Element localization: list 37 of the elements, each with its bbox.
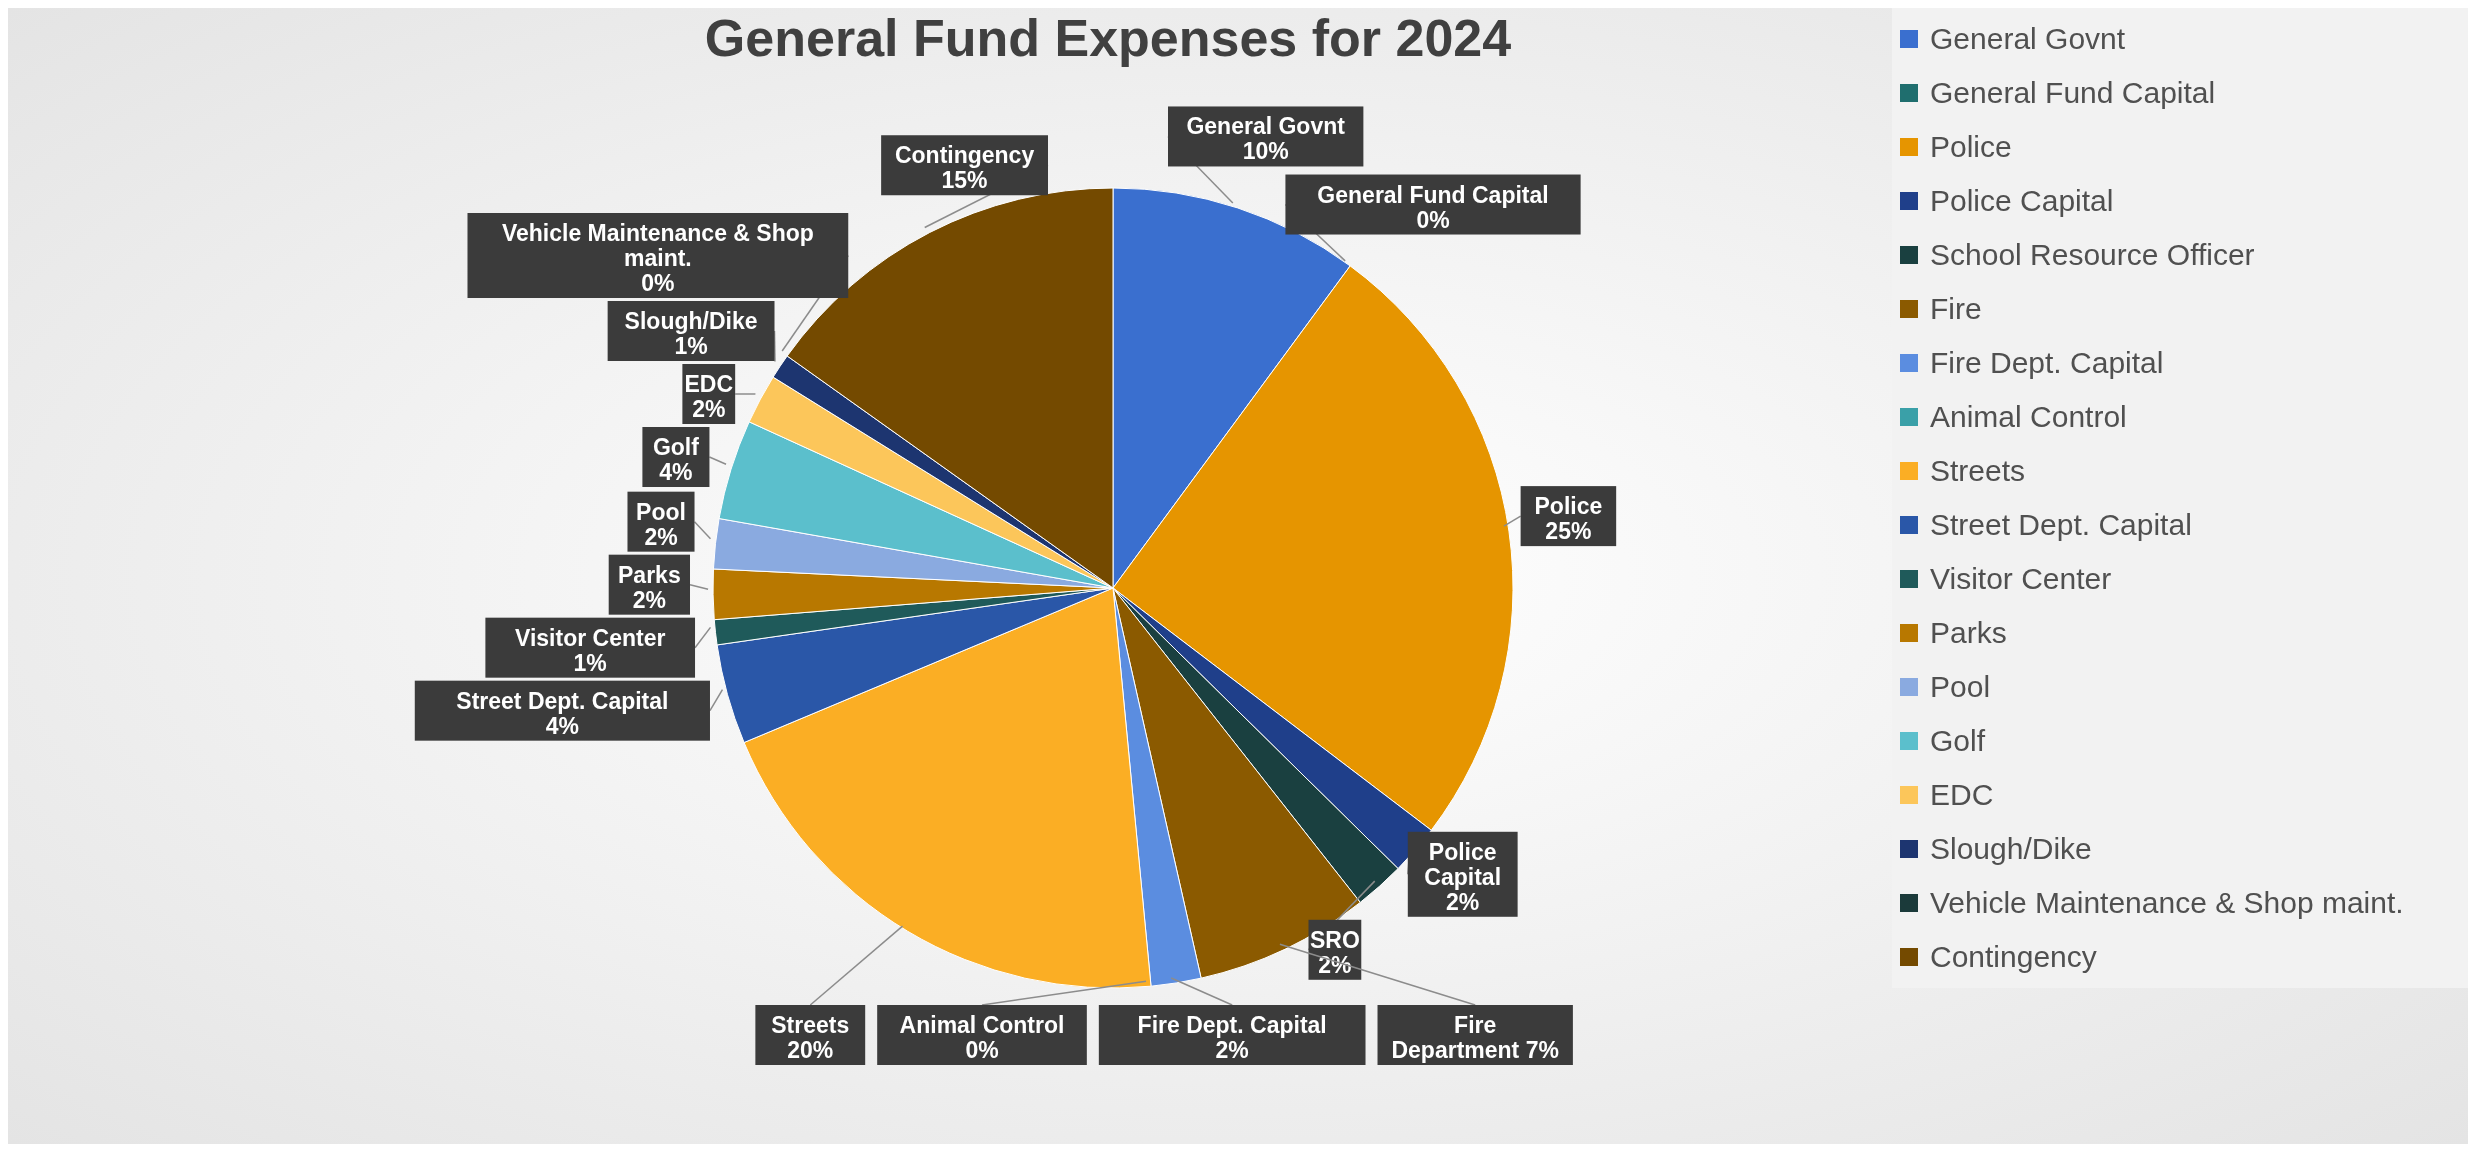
data-label: Police Capital 2% bbox=[1424, 838, 1502, 915]
legend-label: School Resource Officer bbox=[1930, 238, 2255, 272]
data-label: Fire Dept. Capital 2% bbox=[1137, 1012, 1327, 1063]
chart-title: General Fund Expenses for 2024 bbox=[703, 8, 1513, 68]
text: Vehicle Maintenance & Shop maint. 0% bbox=[501, 220, 814, 296]
data-label: Slough/Dike 1% bbox=[624, 308, 758, 359]
legend-label: Police Capital bbox=[1930, 184, 2114, 218]
legend-label: Animal Control bbox=[1930, 400, 2127, 434]
text: Animal Control 0% bbox=[899, 1012, 1065, 1063]
data-label: Streets 20% bbox=[771, 1012, 850, 1063]
legend-label: Parks bbox=[1930, 616, 2007, 650]
text: General Fund Capital 0% bbox=[1317, 181, 1549, 233]
data-label: EDC 2% bbox=[684, 371, 734, 422]
data-label: Street Dept. Capital 4% bbox=[456, 687, 669, 739]
legend-label: Fire Dept. Capital bbox=[1930, 346, 2164, 380]
data-label: Pool 2% bbox=[636, 498, 686, 550]
legend-label: Contingency bbox=[1930, 940, 2097, 974]
legend-label: Pool bbox=[1930, 670, 1991, 704]
legend-label: EDC bbox=[1930, 778, 1994, 812]
data-label: Police 25% bbox=[1534, 493, 1603, 545]
legend-label: Vehicle Maintenance & Shop maint. bbox=[1930, 886, 2404, 920]
data-label: General Govnt 10% bbox=[1186, 113, 1346, 165]
legend-label: Police bbox=[1930, 130, 2012, 164]
legend-label: Fire bbox=[1930, 292, 1982, 326]
legend-label: Golf bbox=[1930, 724, 1986, 758]
data-label: Golf 4% bbox=[652, 434, 700, 485]
data-label: SRO 2% bbox=[1309, 926, 1360, 978]
data-label: Contingency 15% bbox=[894, 142, 1035, 194]
data-label: Parks 2% bbox=[618, 561, 681, 613]
legend-label: Slough/Dike bbox=[1930, 832, 2092, 866]
data-label: Visitor Center 1% bbox=[515, 624, 666, 676]
legend-label: General Govnt bbox=[1930, 22, 2126, 56]
legend-label: Street Dept. Capital bbox=[1930, 508, 2192, 542]
data-label: Fire Department 7% bbox=[1391, 1012, 1559, 1063]
legend-label: Streets bbox=[1930, 454, 2026, 488]
legend-label: General Fund Capital bbox=[1930, 76, 2216, 110]
legend-label: Visitor Center bbox=[1930, 562, 2112, 596]
